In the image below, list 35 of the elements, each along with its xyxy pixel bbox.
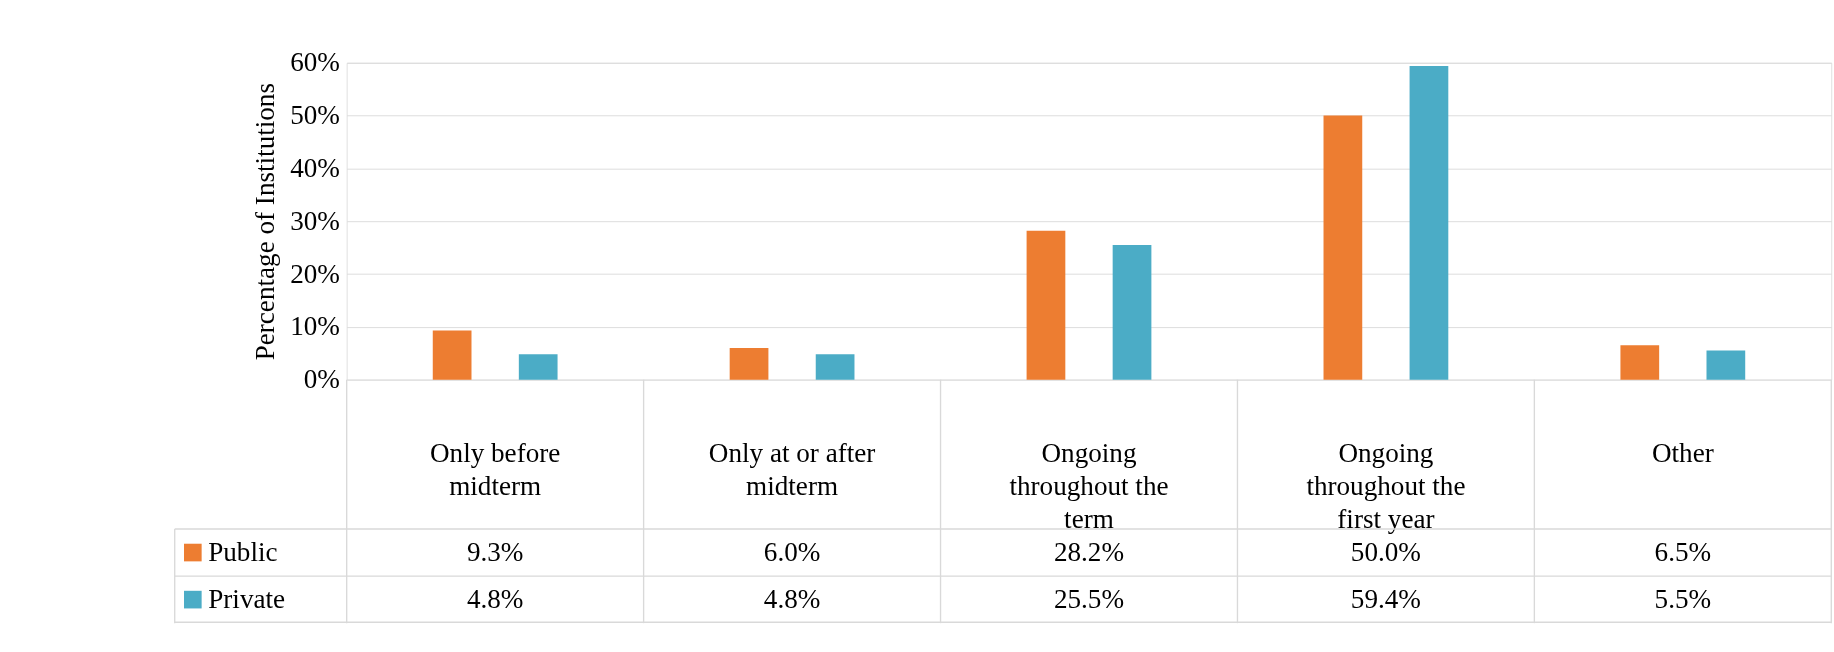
data-label: 59.4% — [1350, 583, 1421, 614]
data-label: 9.3% — [466, 536, 524, 567]
bar — [815, 354, 855, 380]
data-label: 4.8% — [763, 583, 821, 614]
x-tick-label: Other — [1651, 438, 1714, 469]
x-tick-label: Ongoing throughout the term — [1009, 438, 1169, 534]
bar — [1620, 345, 1660, 380]
y-tick-label: 0% — [303, 364, 340, 395]
data-label: 6.0% — [763, 536, 821, 567]
y-tick-label: 20% — [290, 258, 340, 289]
y-tick-label: 10% — [290, 311, 340, 342]
bar — [729, 347, 769, 380]
y-axis-title: Percentage of Institutions — [249, 83, 280, 361]
bar — [432, 330, 472, 380]
data-label: 28.2% — [1053, 536, 1125, 567]
bar — [518, 354, 558, 380]
y-tick-label: 30% — [290, 205, 340, 236]
bar — [1323, 115, 1363, 380]
x-tick-label: Only before midterm — [429, 438, 561, 502]
bar — [1112, 244, 1152, 380]
legend-label: Public — [208, 536, 278, 567]
data-label: 4.8% — [466, 583, 524, 614]
x-tick-label: Only at or after midterm — [708, 438, 876, 502]
data-label: 25.5% — [1053, 583, 1125, 614]
bar — [1409, 65, 1449, 380]
y-tick-label: 40% — [290, 153, 340, 184]
data-label: 5.5% — [1654, 583, 1712, 614]
bar — [1706, 350, 1746, 380]
y-tick-label: 60% — [290, 47, 340, 78]
data-label: 50.0% — [1350, 536, 1421, 567]
data-label: 6.5% — [1654, 536, 1712, 567]
legend-label: Private — [208, 583, 286, 614]
bar — [1026, 230, 1066, 380]
x-tick-label: Ongoing throughout the first year — [1306, 438, 1466, 534]
y-tick-label: 50% — [290, 100, 340, 131]
